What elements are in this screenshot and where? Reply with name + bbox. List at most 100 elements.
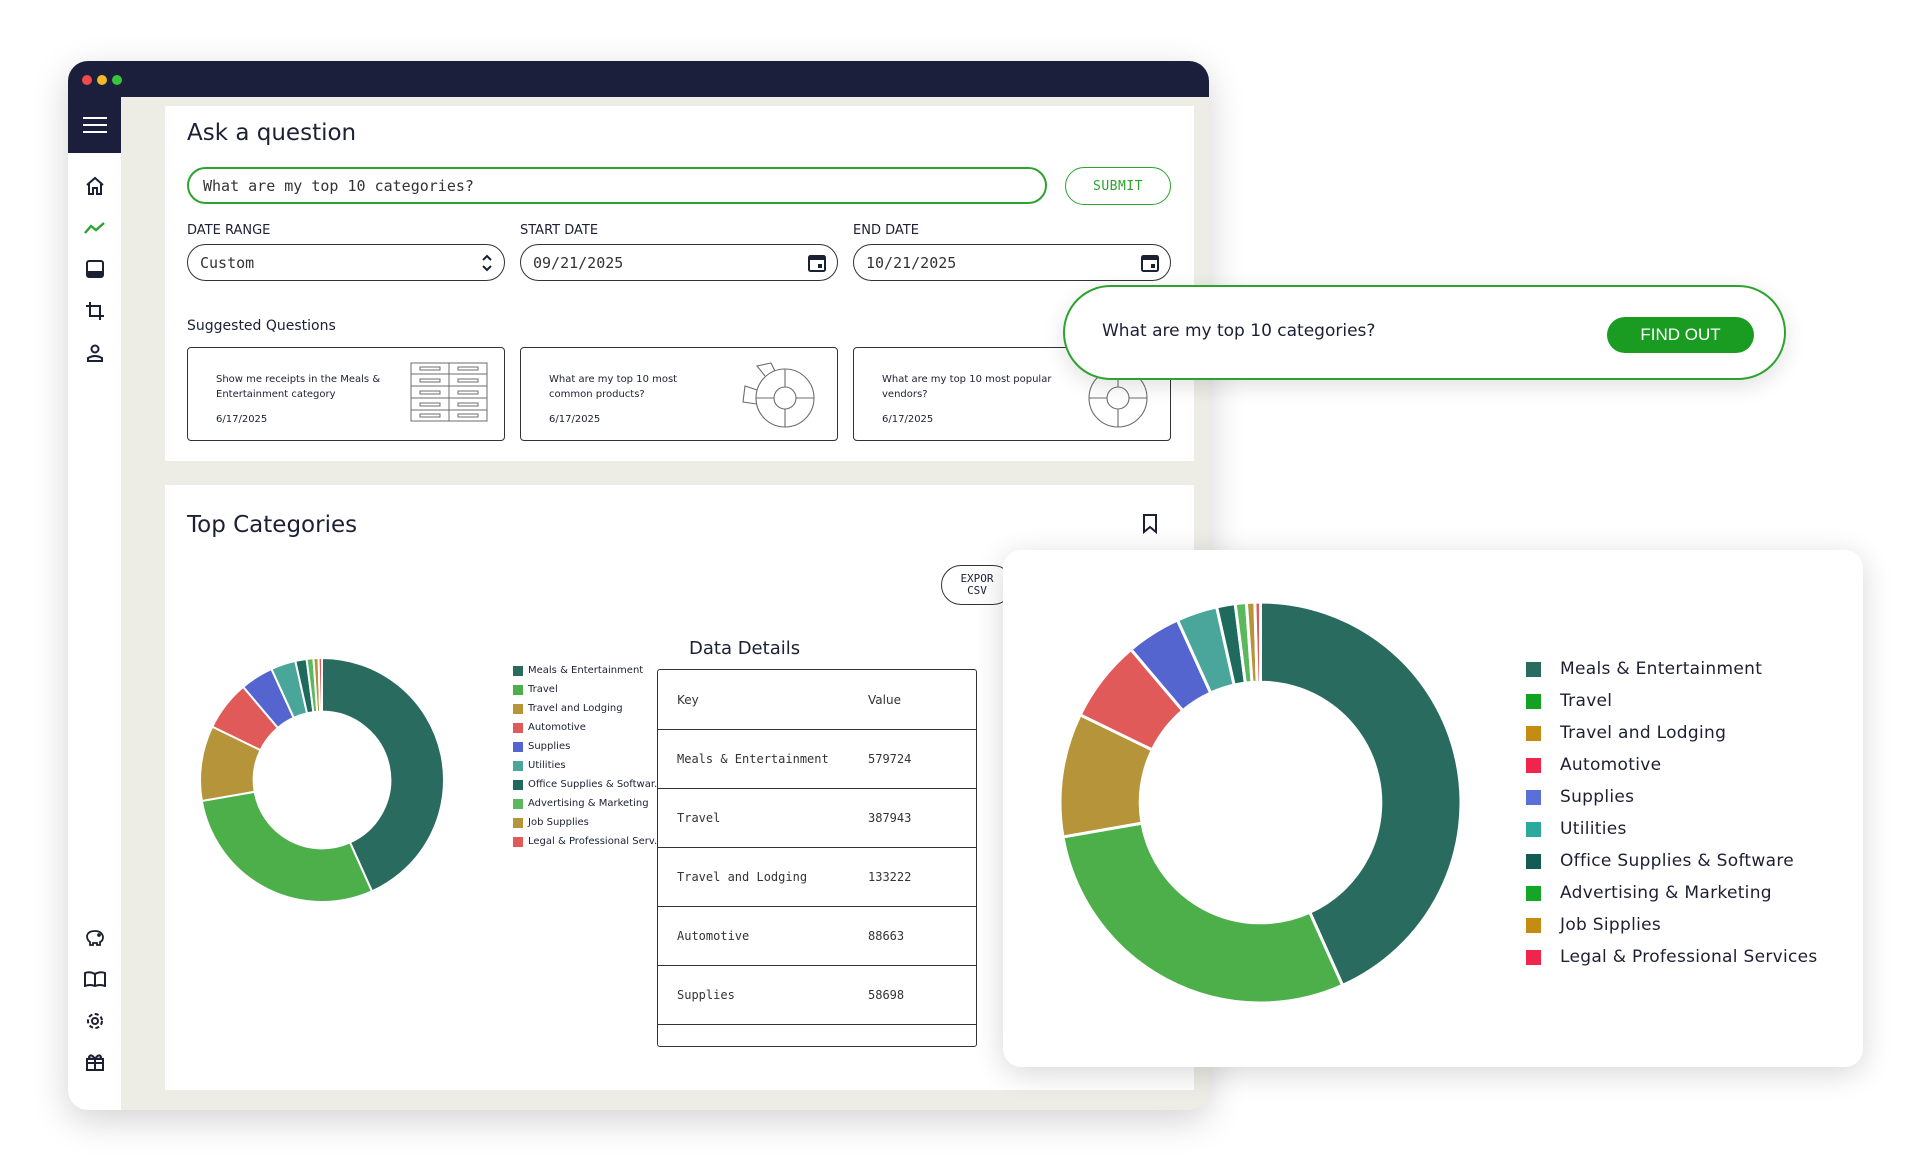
legend-item: Job Sipplies bbox=[1526, 909, 1818, 941]
crop-icon[interactable] bbox=[81, 297, 108, 324]
donut-illustration-icon bbox=[742, 362, 815, 428]
table-row: Automotive 88663 bbox=[658, 906, 976, 966]
suggestion-text: What are my top 10 most common products? bbox=[549, 374, 678, 400]
user-icon[interactable] bbox=[81, 339, 108, 366]
legend-swatch bbox=[1526, 661, 1541, 677]
calendar-icon[interactable] bbox=[1140, 253, 1160, 277]
legend-item: Travel bbox=[513, 680, 664, 699]
legend-swatch bbox=[513, 836, 523, 847]
legend-swatch bbox=[1526, 885, 1541, 901]
legend-label: Job Supplies bbox=[528, 817, 589, 828]
legend-item: Travel and Lodging bbox=[513, 699, 664, 718]
legend-item: Advertising & Marketing bbox=[513, 794, 664, 813]
table-row: Travel and Lodging 133222 bbox=[658, 847, 976, 907]
legend-label: Automotive bbox=[528, 722, 586, 733]
suggestion-date: 6/17/2025 bbox=[549, 414, 601, 425]
legend-item: Utilities bbox=[513, 756, 664, 775]
legend-item: Meals & Entertainment bbox=[1526, 653, 1818, 685]
legend-item: Automotive bbox=[513, 718, 664, 737]
legend-swatch bbox=[513, 665, 523, 676]
table-row: Supplies 58698 bbox=[658, 965, 976, 1025]
date-range-label: DATE RANGE bbox=[187, 223, 271, 238]
suggestion-date: 6/17/2025 bbox=[216, 414, 268, 425]
end-date-field[interactable]: 10/21/2025 bbox=[853, 244, 1171, 281]
legend-label: Travel and Lodging bbox=[528, 703, 623, 714]
maximize-dot[interactable] bbox=[112, 75, 122, 85]
piggy-bank-icon[interactable] bbox=[81, 923, 108, 950]
row-value: 58698 bbox=[868, 988, 905, 1002]
legend-label: Utilities bbox=[1560, 819, 1627, 839]
legend-swatch bbox=[513, 760, 523, 771]
donut-slice[interactable] bbox=[1061, 821, 1345, 1005]
export-csv-button[interactable]: EXPOR CSV bbox=[941, 565, 1013, 605]
legend-item: Automotive bbox=[1526, 749, 1818, 781]
chart-callout: Meals & Entertainment Travel Travel and Lo… bbox=[1003, 550, 1863, 1067]
legend-label: Automotive bbox=[1560, 755, 1662, 775]
trend-icon[interactable] bbox=[81, 214, 108, 241]
donut-slice[interactable] bbox=[321, 656, 445, 893]
legend-swatch bbox=[513, 817, 523, 828]
legend-label: Office Supplies & Software bbox=[1560, 851, 1794, 871]
gift-icon[interactable] bbox=[81, 1048, 108, 1075]
row-value: 387943 bbox=[868, 811, 912, 825]
table-header-row: Key Value bbox=[658, 670, 976, 730]
suggested-questions-label: Suggested Questions bbox=[187, 318, 336, 334]
inbox-icon[interactable] bbox=[81, 255, 108, 282]
legend-swatch bbox=[1526, 725, 1541, 741]
row-value: 133222 bbox=[868, 870, 912, 884]
legend-item: Meals & Entertainment bbox=[513, 661, 664, 680]
large-chart-legend: Meals & Entertainment Travel Travel and Lo… bbox=[1526, 653, 1818, 973]
donut-slice[interactable] bbox=[317, 656, 323, 713]
export-label: EXPOR bbox=[960, 572, 994, 585]
calendar-icon[interactable] bbox=[807, 253, 827, 277]
donut-slice[interactable] bbox=[200, 790, 374, 903]
date-range-select[interactable]: Custom bbox=[187, 244, 505, 281]
legend-swatch bbox=[1526, 917, 1541, 933]
legend-swatch bbox=[513, 703, 523, 714]
legend-swatch bbox=[1526, 949, 1541, 965]
start-date-field[interactable]: 09/21/2025 bbox=[520, 244, 838, 281]
chevron-updown-icon bbox=[480, 253, 494, 277]
legend-item: Legal & Professional Serv... bbox=[513, 832, 664, 851]
donut-slice[interactable] bbox=[1253, 600, 1262, 684]
book-icon[interactable] bbox=[81, 965, 108, 992]
table-illustration-icon bbox=[410, 362, 488, 422]
row-key: Automotive bbox=[677, 929, 750, 943]
bookmark-icon[interactable] bbox=[1142, 514, 1158, 538]
callout-question: What are my top 10 categories? bbox=[1102, 321, 1376, 341]
legend-label: Legal & Professional Serv... bbox=[528, 836, 664, 847]
legend-swatch bbox=[513, 741, 523, 752]
suggestion-date: 6/17/2025 bbox=[882, 414, 934, 425]
legend-label: Office Supplies & Softwar... bbox=[528, 779, 664, 790]
legend-swatch bbox=[513, 798, 523, 809]
close-dot[interactable] bbox=[82, 75, 92, 85]
row-key: Travel bbox=[677, 811, 721, 825]
minimize-dot[interactable] bbox=[97, 75, 107, 85]
legend-item: Legal & Professional Services bbox=[1526, 941, 1818, 973]
legend-item: Utilities bbox=[1526, 813, 1818, 845]
gear-icon[interactable] bbox=[81, 1007, 108, 1034]
question-input[interactable] bbox=[187, 167, 1047, 204]
legend-item: Office Supplies & Softwar... bbox=[513, 775, 664, 794]
legend-swatch bbox=[513, 684, 523, 695]
legend-item: Supplies bbox=[513, 737, 664, 756]
legend-swatch bbox=[513, 779, 523, 790]
legend-label: Meals & Entertainment bbox=[1560, 659, 1763, 679]
find-out-button[interactable]: FIND OUT bbox=[1607, 317, 1754, 353]
suggestion-card[interactable]: Show me receipts in the Meals & Entertai… bbox=[187, 347, 505, 441]
title-bar bbox=[68, 61, 1209, 97]
legend-label: Job Sipplies bbox=[1560, 915, 1662, 935]
submit-button[interactable]: SUBMIT bbox=[1065, 167, 1171, 205]
end-date-value: 10/21/2025 bbox=[866, 253, 957, 272]
table-header-value: Value bbox=[868, 693, 901, 707]
legend-item: Supplies bbox=[1526, 781, 1818, 813]
legend-label: Supplies bbox=[528, 741, 571, 752]
ask-question-panel: Ask a question SUBMIT DATE RANGE START D… bbox=[165, 106, 1194, 461]
home-icon[interactable] bbox=[81, 172, 108, 199]
page-title: Ask a question bbox=[187, 120, 357, 146]
donut-slice[interactable] bbox=[1259, 600, 1463, 988]
legend-label: Advertising & Marketing bbox=[1560, 883, 1772, 903]
hamburger-icon[interactable] bbox=[68, 97, 121, 153]
suggestion-card[interactable]: What are my top 10 most common products?… bbox=[520, 347, 838, 441]
legend-label: Travel bbox=[1560, 691, 1613, 711]
